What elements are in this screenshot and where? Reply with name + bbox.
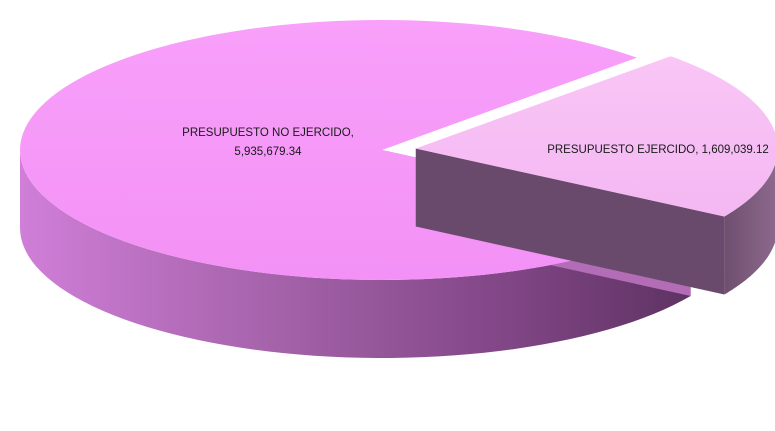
pie-slice-top xyxy=(415,56,775,217)
slice-label-ejercido: PRESUPUESTO EJERCIDO, 1,609,039.12 xyxy=(547,144,769,156)
pie-slice-side xyxy=(20,150,691,358)
slice-label-no-ejercido-line1: PRESUPUESTO NO EJERCIDO, xyxy=(182,127,354,139)
pie-slice-side xyxy=(724,164,775,295)
pie-slice-ejercido xyxy=(415,56,775,295)
pie-slice-wall xyxy=(415,148,725,295)
slice-label-no-ejercido-value: 5,935,679.34 xyxy=(234,146,302,158)
